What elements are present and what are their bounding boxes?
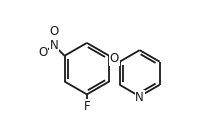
Text: N: N xyxy=(135,91,144,103)
Text: N: N xyxy=(50,39,59,52)
Text: O: O xyxy=(38,46,47,59)
Text: O: O xyxy=(110,52,119,65)
Text: O: O xyxy=(50,25,59,38)
Text: F: F xyxy=(84,100,90,113)
